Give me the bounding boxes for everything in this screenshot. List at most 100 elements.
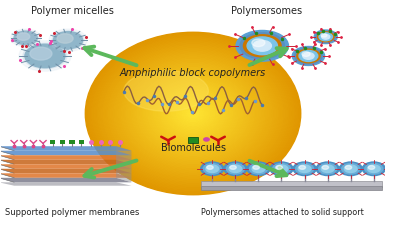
Ellipse shape: [173, 99, 213, 128]
Polygon shape: [0, 160, 132, 164]
Circle shape: [204, 138, 209, 141]
Ellipse shape: [161, 89, 225, 138]
Polygon shape: [0, 151, 132, 155]
Ellipse shape: [143, 76, 243, 151]
Circle shape: [57, 34, 73, 43]
Ellipse shape: [154, 84, 232, 143]
Circle shape: [368, 165, 375, 169]
Ellipse shape: [124, 71, 208, 111]
Ellipse shape: [175, 100, 211, 127]
Circle shape: [314, 30, 337, 44]
Polygon shape: [0, 182, 132, 186]
Bar: [201, 181, 382, 187]
Ellipse shape: [136, 70, 250, 157]
Circle shape: [272, 163, 290, 174]
Circle shape: [229, 165, 242, 173]
Ellipse shape: [116, 55, 270, 172]
Circle shape: [275, 165, 288, 173]
Ellipse shape: [170, 96, 216, 131]
Circle shape: [252, 39, 265, 47]
Circle shape: [49, 29, 87, 51]
Circle shape: [253, 165, 259, 169]
Ellipse shape: [155, 85, 231, 142]
Ellipse shape: [102, 44, 284, 183]
Ellipse shape: [157, 86, 229, 141]
Ellipse shape: [85, 32, 301, 195]
Circle shape: [316, 162, 339, 175]
Circle shape: [206, 165, 219, 173]
Ellipse shape: [89, 35, 297, 192]
Circle shape: [23, 43, 67, 69]
Circle shape: [11, 29, 41, 47]
Ellipse shape: [172, 97, 214, 130]
Ellipse shape: [188, 109, 198, 118]
Circle shape: [247, 162, 270, 175]
Ellipse shape: [127, 63, 260, 164]
Polygon shape: [0, 164, 132, 169]
Ellipse shape: [123, 61, 263, 166]
Ellipse shape: [114, 54, 272, 173]
Circle shape: [247, 37, 278, 55]
Ellipse shape: [118, 57, 268, 170]
Ellipse shape: [105, 47, 281, 180]
Circle shape: [240, 33, 284, 59]
Circle shape: [362, 162, 385, 175]
Ellipse shape: [166, 93, 220, 134]
Ellipse shape: [186, 108, 200, 119]
Circle shape: [316, 31, 336, 42]
Ellipse shape: [87, 34, 299, 193]
Circle shape: [230, 165, 236, 169]
Text: Polymer micelles: Polymer micelles: [32, 6, 114, 16]
Ellipse shape: [139, 73, 247, 154]
Circle shape: [236, 30, 288, 61]
Circle shape: [276, 165, 282, 169]
Circle shape: [302, 52, 310, 57]
Circle shape: [299, 165, 306, 169]
Circle shape: [30, 47, 52, 60]
Circle shape: [322, 35, 330, 39]
Ellipse shape: [144, 77, 242, 150]
Circle shape: [244, 35, 281, 57]
Circle shape: [365, 163, 383, 174]
Ellipse shape: [103, 46, 283, 181]
Ellipse shape: [94, 39, 292, 188]
Ellipse shape: [96, 40, 290, 187]
Circle shape: [295, 48, 322, 64]
Circle shape: [19, 41, 71, 71]
Ellipse shape: [179, 103, 207, 124]
Polygon shape: [0, 169, 132, 173]
Bar: [188, 136, 198, 143]
Text: Polymersomes attached to solid support: Polymersomes attached to solid support: [201, 208, 364, 217]
Text: Polymersomes: Polymersomes: [232, 6, 303, 16]
Ellipse shape: [128, 65, 258, 162]
Circle shape: [52, 31, 84, 50]
Ellipse shape: [112, 53, 274, 174]
Circle shape: [292, 47, 324, 65]
Circle shape: [253, 40, 272, 51]
Bar: [50, 140, 55, 144]
Circle shape: [303, 53, 314, 59]
Circle shape: [203, 163, 221, 174]
Ellipse shape: [180, 104, 206, 123]
Bar: [69, 140, 74, 144]
Polygon shape: [116, 146, 132, 182]
Circle shape: [318, 32, 334, 42]
Circle shape: [321, 165, 334, 173]
Bar: [60, 140, 65, 144]
Circle shape: [342, 163, 360, 174]
Ellipse shape: [134, 69, 252, 158]
Text: Supported polymer membranes: Supported polymer membranes: [4, 208, 139, 217]
Circle shape: [296, 163, 314, 174]
Circle shape: [339, 162, 362, 175]
Circle shape: [250, 163, 268, 174]
Circle shape: [207, 165, 213, 169]
Circle shape: [14, 31, 37, 45]
Ellipse shape: [191, 112, 195, 115]
Bar: [79, 140, 84, 144]
Ellipse shape: [98, 42, 288, 185]
Ellipse shape: [162, 91, 224, 136]
Ellipse shape: [109, 50, 277, 177]
Ellipse shape: [137, 72, 249, 155]
Ellipse shape: [91, 36, 295, 191]
Ellipse shape: [148, 80, 238, 147]
